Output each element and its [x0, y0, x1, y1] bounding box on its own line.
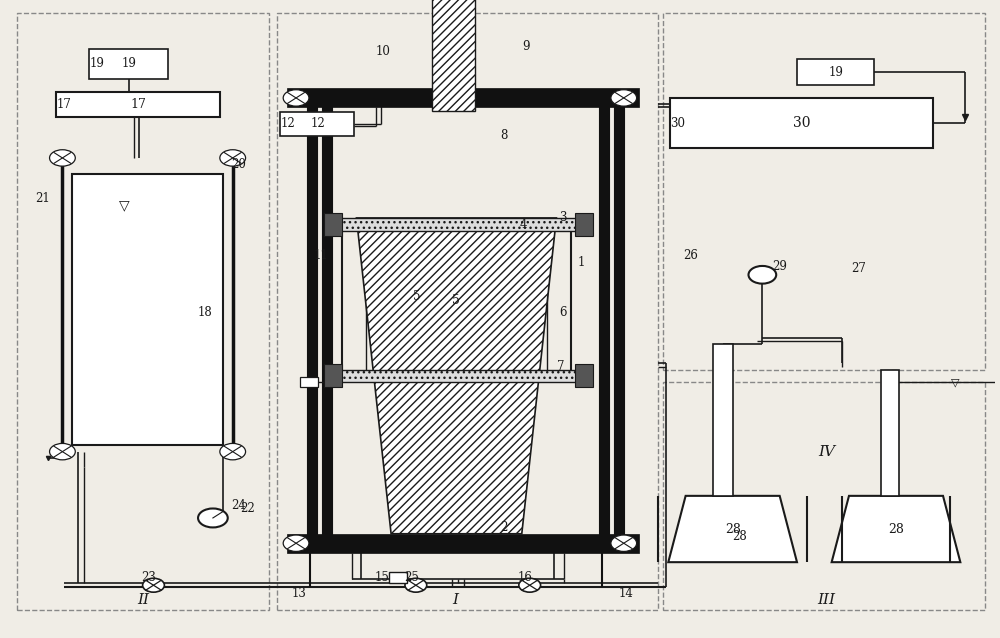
Circle shape — [220, 150, 246, 166]
Text: ▽: ▽ — [951, 377, 960, 387]
Text: 13: 13 — [292, 587, 307, 600]
Bar — [575, 364, 593, 387]
Text: 17: 17 — [56, 98, 71, 111]
Text: 5: 5 — [452, 293, 459, 306]
Bar — [307, 95, 317, 549]
Polygon shape — [832, 496, 960, 562]
Text: 10: 10 — [375, 45, 390, 58]
Text: 12: 12 — [310, 117, 325, 130]
Bar — [432, 0, 475, 110]
Text: 15: 15 — [374, 571, 389, 584]
Circle shape — [611, 90, 637, 106]
Text: 16: 16 — [518, 571, 533, 584]
Text: 17: 17 — [131, 98, 147, 111]
Text: 3: 3 — [559, 211, 567, 225]
Text: 19: 19 — [89, 57, 104, 70]
Bar — [713, 345, 733, 496]
Bar — [287, 534, 639, 553]
Bar — [614, 95, 624, 549]
Circle shape — [519, 578, 541, 592]
Text: 11: 11 — [314, 249, 329, 262]
Text: 21: 21 — [35, 193, 49, 205]
Text: 2: 2 — [500, 521, 507, 534]
Text: III: III — [818, 593, 836, 607]
Text: 12: 12 — [280, 117, 295, 130]
Text: ▽: ▽ — [118, 198, 129, 212]
Text: IV: IV — [818, 445, 835, 459]
Text: 27: 27 — [851, 262, 866, 275]
Text: 28: 28 — [888, 523, 904, 535]
Bar — [332, 369, 581, 382]
Bar — [322, 95, 332, 549]
Bar — [17, 13, 269, 609]
Text: 9: 9 — [522, 40, 529, 53]
Text: 26: 26 — [683, 249, 698, 262]
Text: 30: 30 — [670, 117, 685, 130]
Text: 8: 8 — [500, 130, 507, 142]
Bar — [324, 364, 342, 387]
Text: 7: 7 — [557, 360, 565, 373]
Polygon shape — [356, 218, 556, 534]
Text: 29: 29 — [772, 260, 787, 273]
Text: 18: 18 — [198, 306, 213, 319]
Text: 19: 19 — [121, 57, 136, 70]
Polygon shape — [668, 496, 797, 562]
Circle shape — [283, 90, 309, 106]
Text: 6: 6 — [559, 306, 567, 319]
Text: 5: 5 — [413, 290, 420, 304]
Text: 22: 22 — [241, 502, 255, 515]
Circle shape — [611, 535, 637, 551]
Bar — [663, 382, 985, 609]
Text: 23: 23 — [142, 571, 156, 584]
Bar — [56, 92, 220, 117]
Text: 25: 25 — [404, 571, 419, 584]
Text: 14: 14 — [619, 587, 634, 600]
Bar — [277, 13, 658, 609]
Text: 4: 4 — [520, 218, 527, 231]
Circle shape — [198, 508, 228, 528]
Text: 19: 19 — [828, 66, 843, 78]
Bar — [300, 377, 318, 387]
Bar — [797, 59, 874, 85]
Text: II: II — [138, 593, 150, 607]
Bar — [389, 572, 407, 583]
Text: 24: 24 — [231, 499, 246, 512]
Circle shape — [283, 535, 309, 551]
Circle shape — [50, 443, 75, 460]
Text: 28: 28 — [733, 530, 747, 544]
Bar — [670, 98, 933, 149]
Text: 30: 30 — [793, 116, 811, 130]
Bar — [324, 213, 342, 235]
Bar — [599, 95, 609, 549]
Bar — [287, 89, 639, 107]
Circle shape — [50, 150, 75, 166]
Text: 28: 28 — [725, 523, 741, 535]
Bar — [72, 174, 223, 445]
Text: 20: 20 — [231, 158, 246, 171]
Bar — [332, 218, 581, 230]
Circle shape — [405, 578, 427, 592]
Circle shape — [220, 443, 246, 460]
Text: I: I — [452, 593, 458, 607]
Text: 1: 1 — [577, 256, 585, 269]
Circle shape — [748, 266, 776, 284]
Bar — [881, 369, 899, 496]
Circle shape — [143, 578, 164, 592]
Bar — [663, 13, 985, 369]
Bar — [575, 213, 593, 235]
Bar — [280, 112, 354, 136]
Bar — [89, 48, 168, 79]
